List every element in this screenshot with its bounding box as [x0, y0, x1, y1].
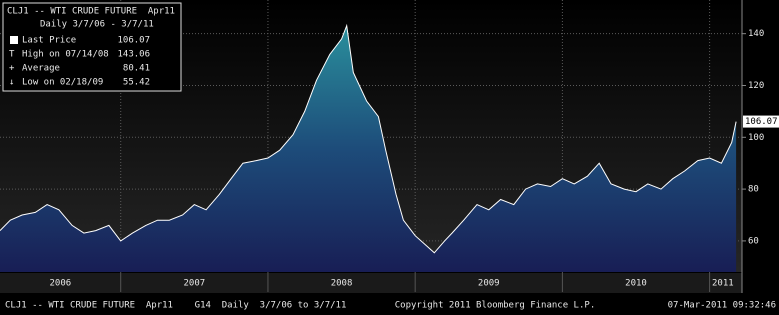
legend-value: 80.41	[123, 64, 150, 74]
legend-label: High on 07/14/08	[22, 50, 109, 60]
y-tick-label: 120	[748, 81, 764, 91]
legend-subtitle: Daily 3/7/06 - 3/7/11	[40, 20, 154, 30]
legend-icon: T	[9, 50, 15, 60]
legend-label: Low on 02/18/09	[22, 78, 103, 88]
x-tick-label: 2011	[712, 279, 734, 289]
legend-icon	[10, 36, 18, 44]
area	[0, 25, 737, 273]
y-tick-label: 140	[748, 29, 764, 39]
x-tick-label: 2009	[478, 279, 500, 289]
y-tick-label: 60	[748, 236, 759, 246]
footer-left: CLJ1 -- WTI CRUDE FUTURE Apr11 G14 Daily…	[5, 301, 346, 311]
legend-value: 55.42	[123, 78, 150, 88]
footer-right: 07-Mar-2011 09:32:46	[668, 301, 776, 311]
x-tick-label: 2006	[50, 279, 72, 289]
x-tick-label: 2010	[625, 279, 647, 289]
legend-label: Average	[22, 64, 60, 74]
x-axis-band	[0, 273, 742, 293]
x-tick-label: 2007	[183, 279, 205, 289]
last-price-label: 106.07	[745, 117, 778, 127]
legend-icon: +	[9, 64, 15, 74]
legend-label: Last Price	[22, 36, 76, 46]
price-line	[0, 23, 737, 254]
legend-value: 106.07	[117, 36, 150, 46]
y-tick-label: 80	[748, 185, 759, 195]
legend-icon: ↓	[9, 78, 14, 88]
legend-title: CLJ1 -- WTI CRUDE FUTURE Apr11	[7, 7, 175, 17]
footer-center: Copyright 2011 Bloomberg Finance L.P.	[395, 301, 595, 311]
legend-box	[2, 2, 182, 92]
last-price-tag	[743, 115, 779, 128]
y-tick-label: 100	[748, 133, 764, 143]
x-tick-label: 2008	[331, 279, 353, 289]
legend-value: 143.06	[117, 50, 150, 60]
